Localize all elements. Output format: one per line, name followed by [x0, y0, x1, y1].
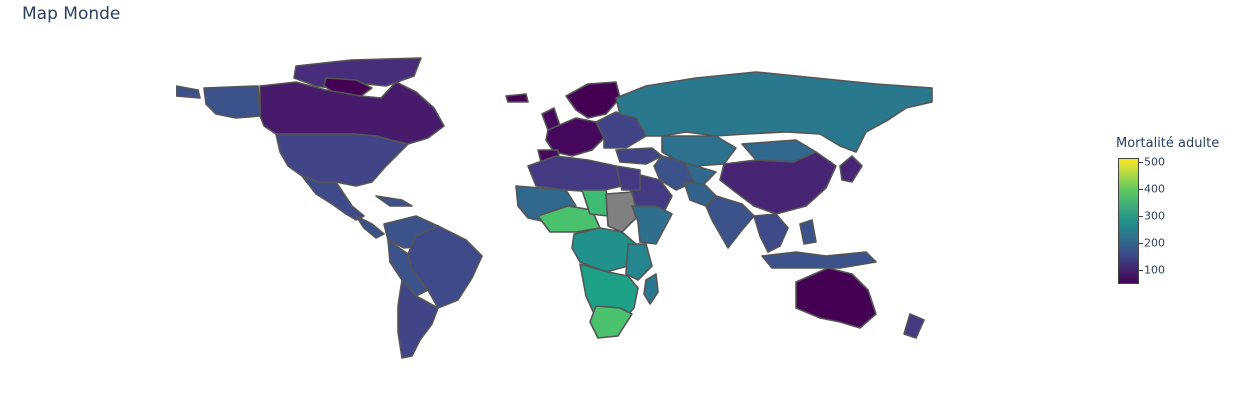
colorbar-tick-label: 500	[1144, 155, 1165, 169]
india[interactable]	[705, 195, 755, 249]
china[interactable]	[719, 151, 837, 215]
russia[interactable]	[615, 71, 933, 153]
korea-japan[interactable]	[839, 155, 863, 183]
southeast-asia[interactable]	[753, 213, 789, 253]
indonesia[interactable]	[761, 251, 877, 269]
colorbar	[1118, 158, 1139, 284]
new-zealand[interactable]	[903, 313, 925, 339]
colorbar-tick-mark	[1139, 243, 1143, 245]
colorbar-tick-mark	[1139, 162, 1143, 164]
philippines[interactable]	[799, 219, 817, 245]
colorbar-tick-label: 400	[1144, 182, 1165, 196]
turkey-caucasus[interactable]	[615, 147, 663, 165]
colorbar-tick-mark	[1139, 189, 1143, 191]
colorbar-tick-label: 300	[1144, 209, 1165, 223]
chart-title: Map Monde	[22, 4, 121, 24]
colorbar-tick-label: 100	[1144, 263, 1165, 277]
brazil[interactable]	[407, 225, 483, 309]
world-choropleth-map[interactable]	[176, 56, 934, 366]
madagascar[interactable]	[643, 273, 659, 305]
horn-of-africa[interactable]	[631, 205, 673, 245]
legend-title: Mortalité adulte	[1116, 136, 1220, 151]
colorbar-tick-label: 200	[1144, 236, 1165, 250]
argentina-chile[interactable]	[397, 279, 439, 359]
sudan[interactable]	[605, 191, 639, 233]
map-svg	[176, 57, 933, 359]
peru-bolivia[interactable]	[387, 239, 429, 297]
australia[interactable]	[795, 267, 877, 329]
north-africa[interactable]	[527, 155, 623, 193]
alaska[interactable]	[203, 85, 261, 119]
aleutians[interactable]	[176, 85, 201, 99]
western-europe[interactable]	[545, 117, 605, 157]
united-states[interactable]	[275, 133, 409, 187]
caribbean[interactable]	[375, 195, 413, 207]
iceland[interactable]	[505, 93, 529, 103]
east-africa[interactable]	[625, 243, 653, 281]
colorbar-tick-mark	[1139, 216, 1143, 218]
colorbar-tick-mark	[1139, 270, 1143, 272]
central-america[interactable]	[355, 215, 385, 239]
mexico[interactable]	[301, 175, 365, 221]
south-africa[interactable]	[589, 305, 633, 339]
scandinavia[interactable]	[565, 81, 621, 119]
egypt[interactable]	[615, 165, 641, 191]
kazakhstan[interactable]	[661, 135, 737, 167]
colorbar-legend: Mortalité adulte 500 400 300 200 100	[1116, 136, 1246, 296]
